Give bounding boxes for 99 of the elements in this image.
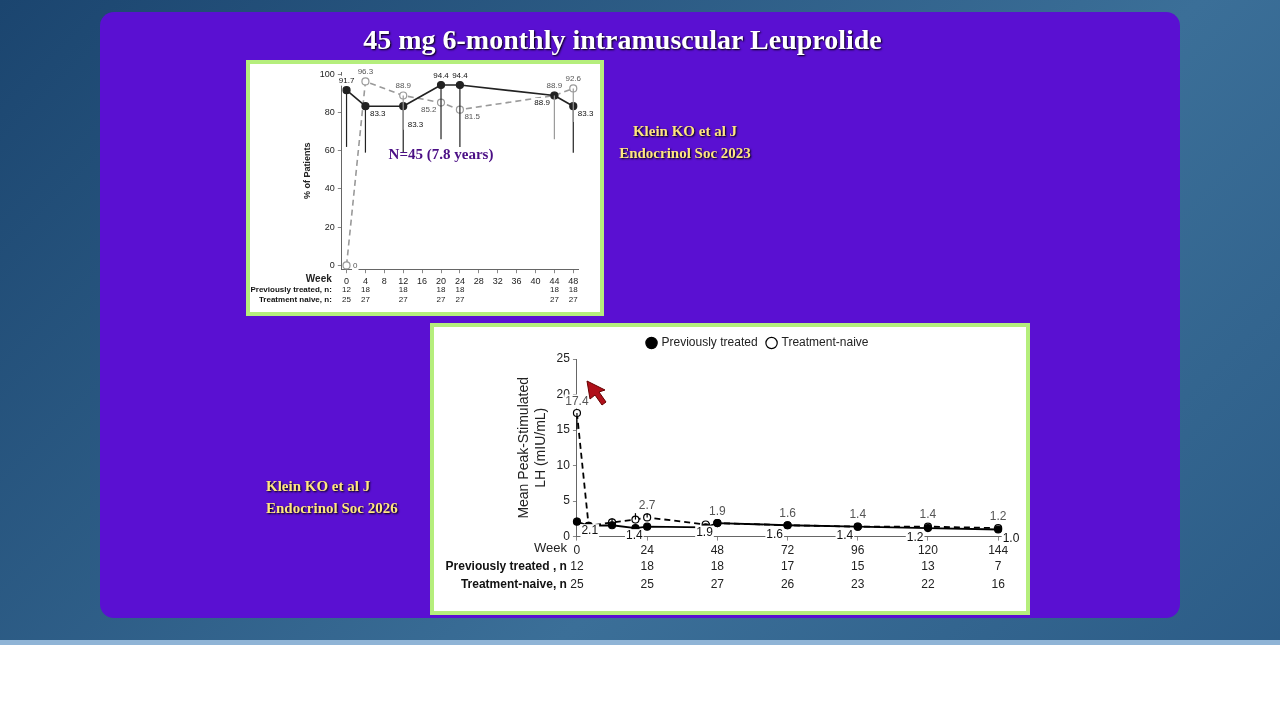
text: 13 (921, 558, 935, 573)
text: Previously treated, n: (250, 284, 332, 294)
data-label: 88.9 (546, 81, 563, 91)
y-tick-label: 25 (556, 351, 571, 366)
data-label: 2.7 (638, 498, 656, 513)
data-label: 1.4 (849, 507, 867, 522)
data-label: 91.7 (338, 75, 355, 85)
x-tick-label: 16 (417, 276, 428, 287)
x-tick-label: 144 (988, 543, 1009, 558)
text: 18 (549, 284, 560, 294)
text: 27 (455, 294, 465, 304)
data-label: 88.9 (534, 98, 551, 108)
x-tick-label: 48 (568, 276, 579, 287)
x-tick-label: 96 (851, 543, 865, 558)
text: 27 (436, 294, 447, 304)
y-tick-label: 15 (556, 422, 571, 437)
x-axis-title: Week (305, 273, 333, 285)
text: 18 (455, 284, 465, 294)
text: 26 (780, 576, 795, 591)
data-label: 1.2 (906, 529, 924, 544)
text: 18 (436, 284, 447, 294)
text: 18 (640, 558, 655, 573)
y-tick-label: 0 (329, 259, 335, 270)
chart-title: 45 mg 6-monthly intramuscular Leuprolide (362, 24, 883, 56)
x-tick-label: 48 (710, 543, 725, 558)
data-label: 81.5 (464, 112, 481, 122)
x-tick-label: 8 (381, 276, 387, 287)
data-label: 85.2 (420, 105, 438, 115)
x-tick-label: 32 (492, 276, 503, 287)
y-tick-label: 10 (556, 457, 571, 472)
text: 18 (398, 284, 409, 294)
text: 22 (921, 576, 935, 591)
x-tick-label: 24 (640, 543, 655, 558)
text: N=45 (7.8 years) (388, 145, 494, 163)
text: Treatment naive, n: (258, 294, 332, 304)
text: 12 (342, 284, 352, 294)
data-label: 88.9 (395, 81, 412, 91)
text: 27 (568, 294, 579, 304)
data-label: 1.2 (989, 508, 1007, 523)
data-label: 83.3 (407, 119, 424, 129)
text: 25 (342, 294, 352, 304)
text: Klein KO et al J Endocrinol Soc 2026 (266, 477, 399, 518)
y-tick-label: 0 (563, 528, 571, 543)
x-tick-label: 0 (573, 543, 581, 558)
data-label: 83.3 (577, 108, 594, 118)
data-label: 1.9 (696, 524, 714, 539)
data-label: 1.6 (766, 527, 784, 542)
x-tick-label: 28 (473, 276, 484, 287)
x-tick-label: 36 (511, 276, 522, 287)
text: Previously treated , n (445, 558, 567, 573)
text: 16 (991, 576, 1006, 591)
data-label: 1.4 (919, 507, 937, 522)
x-tick-label: 24 (454, 276, 465, 287)
x-tick-label: 120 (917, 543, 939, 558)
data-label: 0 (353, 260, 359, 270)
data-label: 1.0 (1002, 531, 1020, 546)
x-tick-label: 4 (362, 276, 368, 287)
text: Treatment-naive, n (460, 576, 567, 591)
x-tick-label: 44 (549, 276, 560, 287)
text: 12 (570, 558, 584, 573)
y-axis-title: Mean Peak-Stimulated LH (mIU/mL) (515, 376, 549, 519)
data-label: 1.6 (779, 506, 797, 521)
legend-label: Previously treated (661, 335, 758, 350)
x-tick-label: 20 (436, 276, 447, 287)
text: 18 (360, 284, 371, 294)
data-label: 1.4 (625, 528, 643, 543)
y-tick-label: 5 (563, 493, 571, 508)
x-tick-label: 0 (344, 276, 350, 287)
y-axis-title: % of Patients (301, 142, 312, 200)
data-label: 92.6 (565, 74, 582, 84)
data-label: 1.9 (709, 503, 727, 518)
text: 27 (398, 294, 409, 304)
text: 7 (994, 558, 1002, 573)
text: 18 (710, 558, 725, 573)
text: 18 (568, 284, 579, 294)
text: 27 (549, 294, 560, 304)
data-label: 96.3 (357, 67, 374, 77)
x-tick-label: 40 (530, 276, 541, 287)
text: 27 (710, 576, 725, 591)
text: 25 (640, 576, 655, 591)
y-tick-label: 80 (324, 107, 335, 118)
text: 27 (360, 294, 371, 304)
y-tick-label: 20 (324, 221, 335, 232)
data-label: 2.1 (581, 523, 599, 538)
data-label: 94.4 (433, 70, 450, 80)
x-tick-label: 12 (398, 276, 409, 287)
y-tick-label: 60 (324, 145, 335, 156)
y-tick-label: 100 (319, 68, 335, 79)
data-label: 94.4 (452, 70, 469, 80)
data-label: 1.4 (836, 528, 854, 543)
x-axis-title: Week (533, 540, 568, 556)
text: 17 (780, 558, 795, 573)
text: 15 (851, 558, 865, 573)
text: Klein KO et al J Endocrinol Soc 2023 (618, 122, 752, 163)
y-tick-label: 40 (324, 183, 335, 194)
data-label: 83.3 (369, 108, 387, 118)
x-tick-label: 72 (780, 543, 795, 558)
text: 23 (851, 576, 865, 591)
legend-label: Treatment-naive (781, 335, 869, 350)
